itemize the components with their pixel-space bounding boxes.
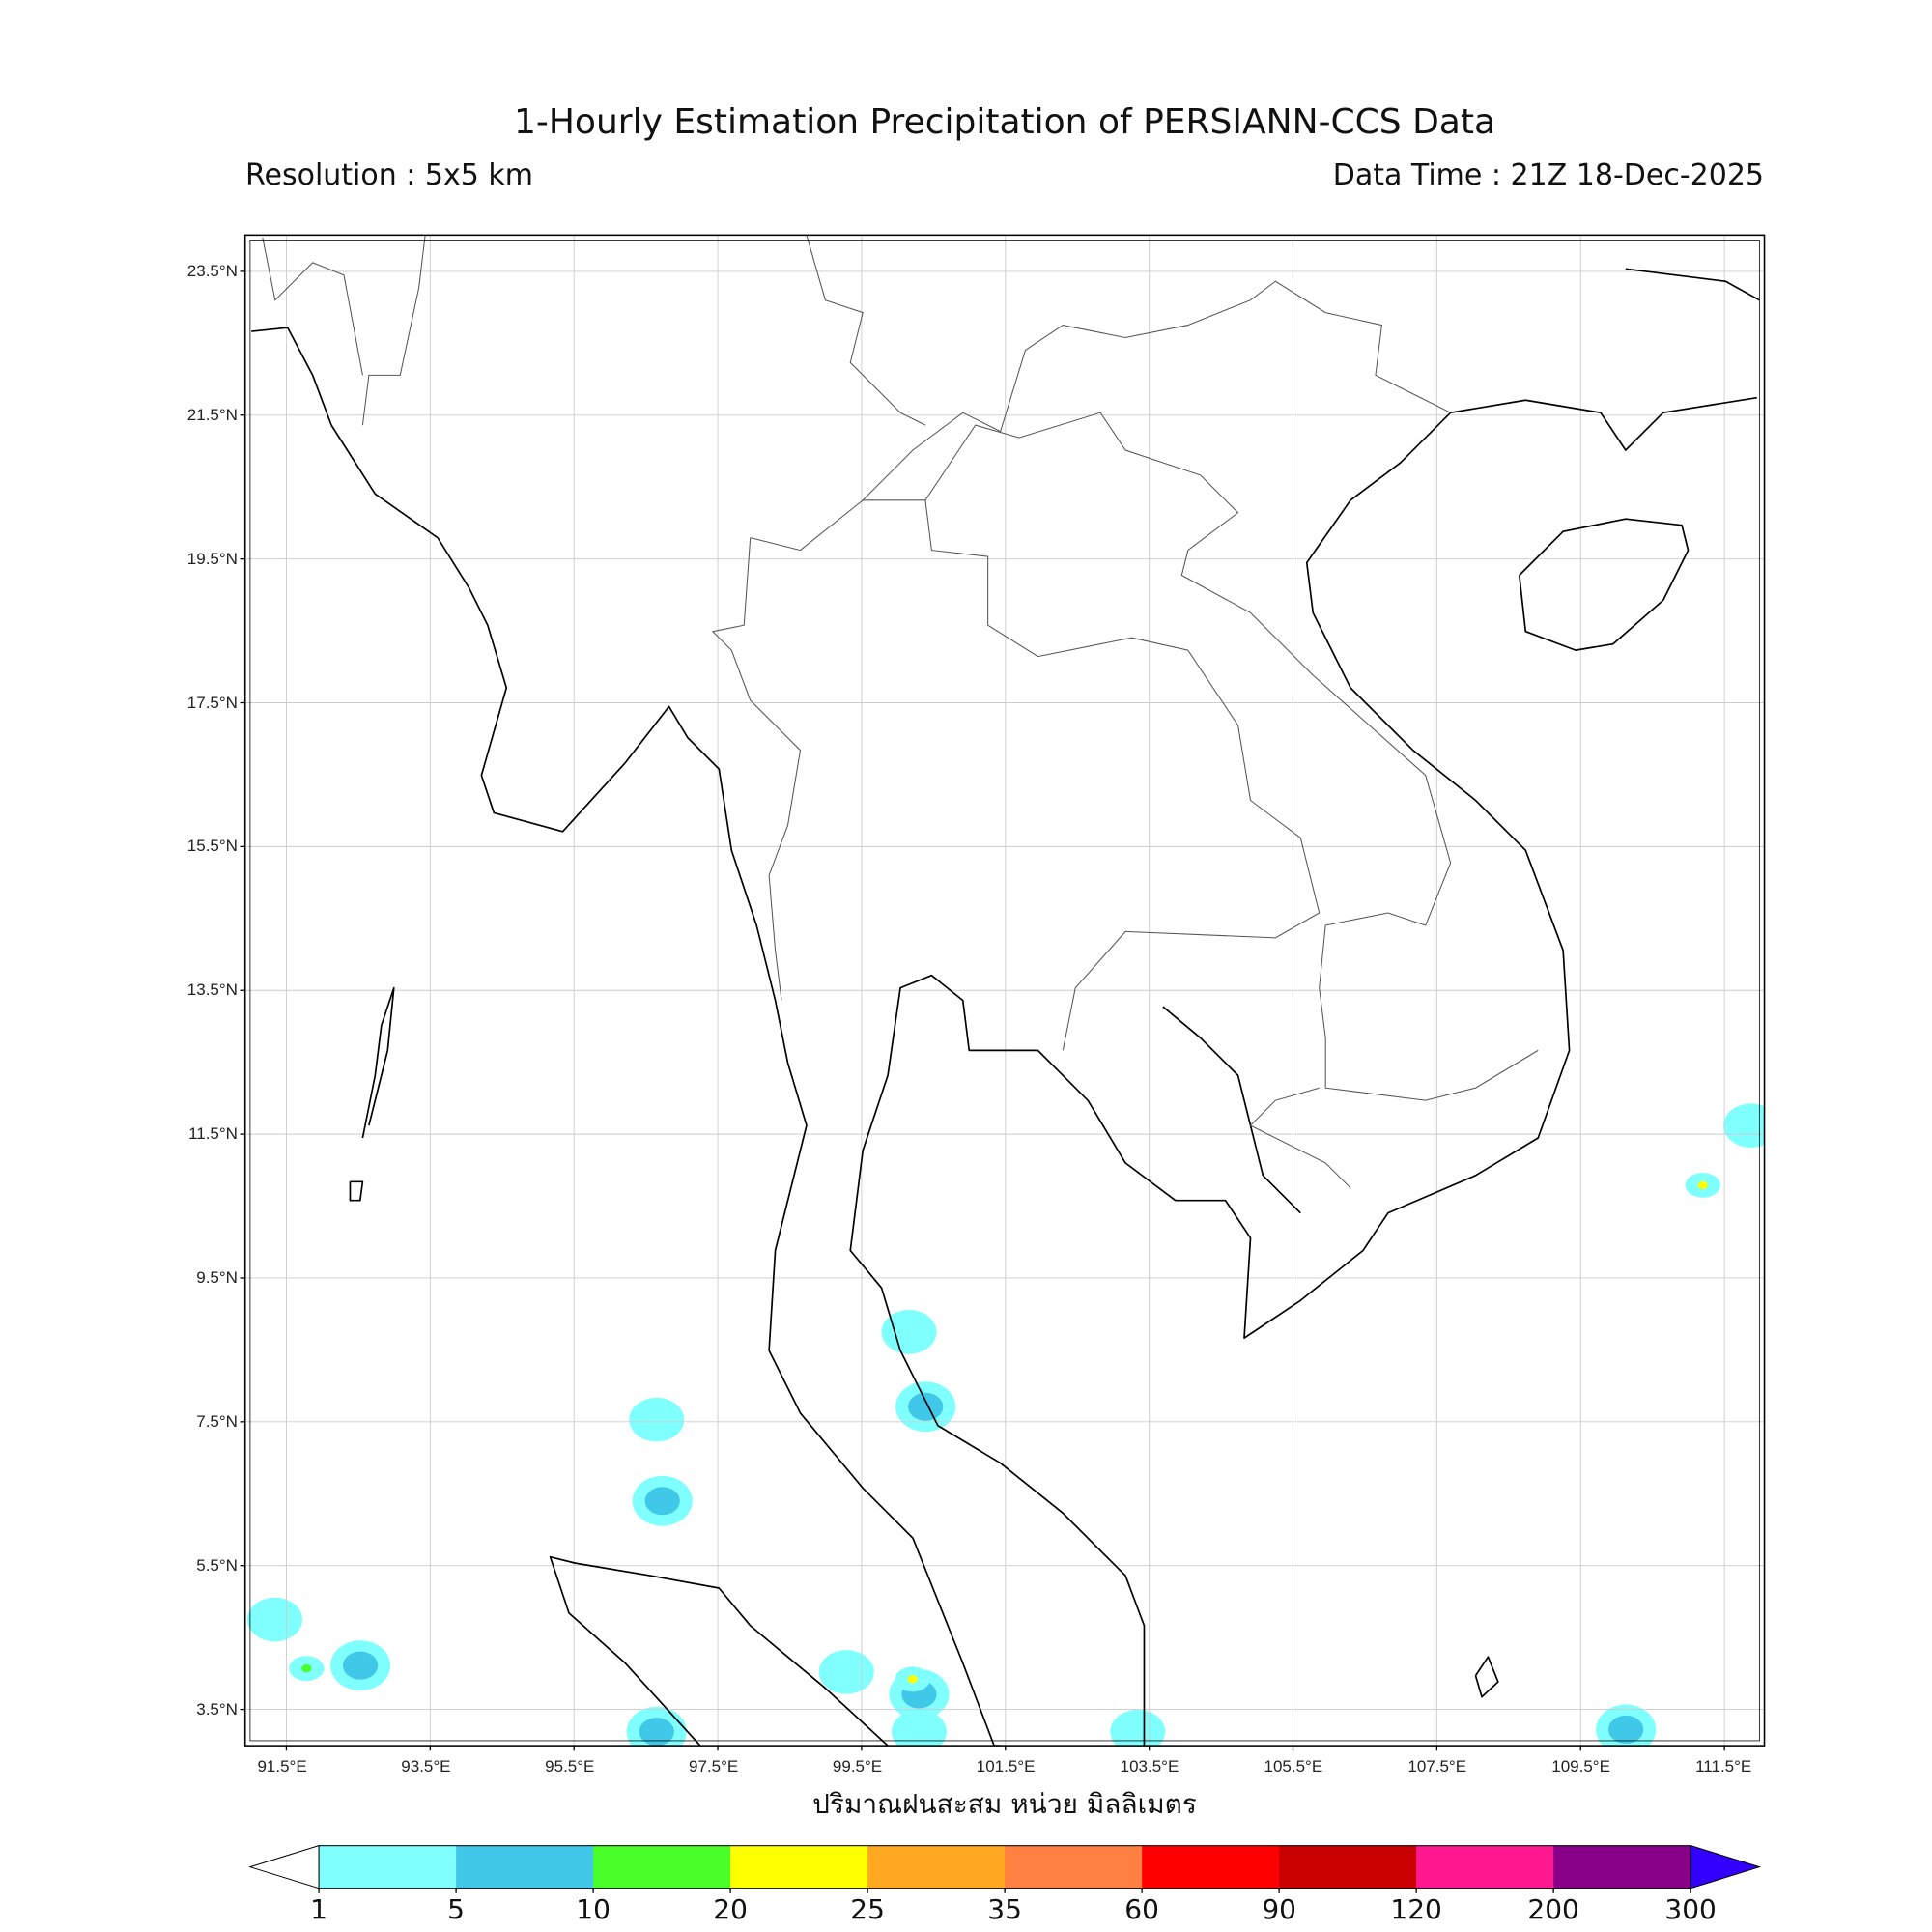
- lat-tick-label: 9.5°N: [196, 1267, 238, 1287]
- colorbar-level-label: 35: [987, 1893, 1022, 1925]
- coastline: [1625, 268, 1760, 301]
- lon-tick-label: 111.5°E: [1695, 1757, 1752, 1776]
- rain-cell: [891, 1709, 947, 1747]
- figure-title: 1-Hourly Estimation Precipitation of PER…: [513, 102, 1496, 142]
- coastline: [1162, 1006, 1301, 1214]
- lon-tick-label: 103.5°E: [1120, 1757, 1179, 1776]
- colorbar-level-label: 1: [310, 1893, 328, 1925]
- lon-tick-label: 91.5°E: [257, 1757, 307, 1776]
- colorbar-level-label: 300: [1664, 1893, 1717, 1925]
- colorbar-unit-label: ปริมาณฝนสะสม หน่วย มิลลิเมตร: [812, 1788, 1197, 1820]
- lat-tick-label: 17.5°N: [186, 693, 238, 712]
- rain-cell: [629, 1397, 685, 1442]
- colorbar-bin: [867, 1845, 1006, 1889]
- colorbar-bin: [1279, 1845, 1417, 1889]
- rain-cell: [908, 1392, 944, 1421]
- colorbar-level-label: 90: [1262, 1893, 1296, 1925]
- data-time-label: Data Time : 21Z 18-Dec-2025: [1332, 158, 1764, 192]
- colorbar-level-label: 60: [1124, 1893, 1159, 1925]
- rain-cell: [639, 1718, 674, 1747]
- country-border: [862, 280, 1451, 501]
- lon-tick-label: 99.5°E: [832, 1757, 883, 1776]
- lat-tick-label: 19.5°N: [186, 549, 238, 568]
- country-border: [750, 499, 1321, 1051]
- rain-cell: [1608, 1715, 1644, 1744]
- lon-tick-label: 93.5°E: [401, 1757, 451, 1776]
- colorbar-level-label: 10: [576, 1893, 611, 1925]
- coastline: [361, 986, 395, 1139]
- colorbar-bin: [593, 1845, 731, 1889]
- country-border: [1249, 1087, 1351, 1189]
- colorbar-bin: [1142, 1845, 1280, 1889]
- coastline: [349, 1180, 364, 1202]
- coastline: [1474, 1656, 1499, 1698]
- colorbar-under-arrow: [248, 1844, 320, 1889]
- colorbar-level-label: 120: [1390, 1893, 1442, 1925]
- lat-tick-label: 13.5°N: [186, 980, 238, 1000]
- map-inner-frame: [249, 240, 1760, 1742]
- colorbar-bin: [456, 1845, 594, 1889]
- resolution-label: Resolution : 5x5 km: [245, 158, 533, 192]
- lat-tick-label: 23.5°N: [186, 261, 238, 280]
- rain-cell: [1723, 1103, 1765, 1148]
- rain-cell: [342, 1651, 379, 1680]
- lon-tick-label: 107.5°E: [1407, 1757, 1467, 1776]
- colorbar-bin: [730, 1845, 868, 1889]
- lat-tick-label: 21.5°N: [186, 405, 238, 424]
- country-border: [806, 235, 926, 426]
- lon-tick-label: 101.5°E: [976, 1757, 1036, 1776]
- lon-tick-label: 105.5°E: [1264, 1757, 1323, 1776]
- coastline: [1518, 518, 1690, 651]
- rain-cell: [907, 1675, 918, 1684]
- coastline: [549, 1555, 889, 1747]
- colorbar-bin: [1416, 1845, 1554, 1889]
- lat-tick-label: 3.5°N: [196, 1699, 238, 1719]
- lat-tick-label: 5.5°N: [196, 1555, 238, 1575]
- lat-tick-label: 11.5°N: [188, 1124, 238, 1144]
- colorbar-level-label: 25: [850, 1893, 885, 1925]
- country-border: [711, 537, 802, 1001]
- colorbar-bin: [319, 1845, 457, 1889]
- lon-tick-label: 97.5°E: [689, 1757, 739, 1776]
- coastline: [849, 396, 1757, 1747]
- country-border: [361, 235, 426, 426]
- colorbar-level-label: 20: [713, 1893, 748, 1925]
- lat-tick-label: 15.5°N: [186, 837, 238, 856]
- rain-cell: [881, 1310, 937, 1354]
- colorbar-level-label: 5: [447, 1893, 466, 1925]
- lon-tick-label: 109.5°E: [1551, 1757, 1610, 1776]
- rain-cell: [301, 1664, 312, 1673]
- rain-cell: [818, 1650, 874, 1694]
- country-border: [924, 412, 1539, 1101]
- colorbar-bin: [1553, 1845, 1691, 1889]
- lon-tick-label: 95.5°E: [545, 1757, 595, 1776]
- colorbar-bin: [1005, 1845, 1143, 1889]
- rain-cell: [644, 1487, 680, 1516]
- lat-tick-label: 7.5°N: [196, 1411, 238, 1431]
- colorbar-over-arrow: [1690, 1844, 1762, 1889]
- rain-cell: [1110, 1709, 1166, 1747]
- country-border: [262, 237, 363, 376]
- colorbar-level-label: 200: [1527, 1893, 1579, 1925]
- rain-cell: [1697, 1180, 1708, 1190]
- coastline: [251, 327, 995, 1747]
- rain-cell: [247, 1597, 303, 1642]
